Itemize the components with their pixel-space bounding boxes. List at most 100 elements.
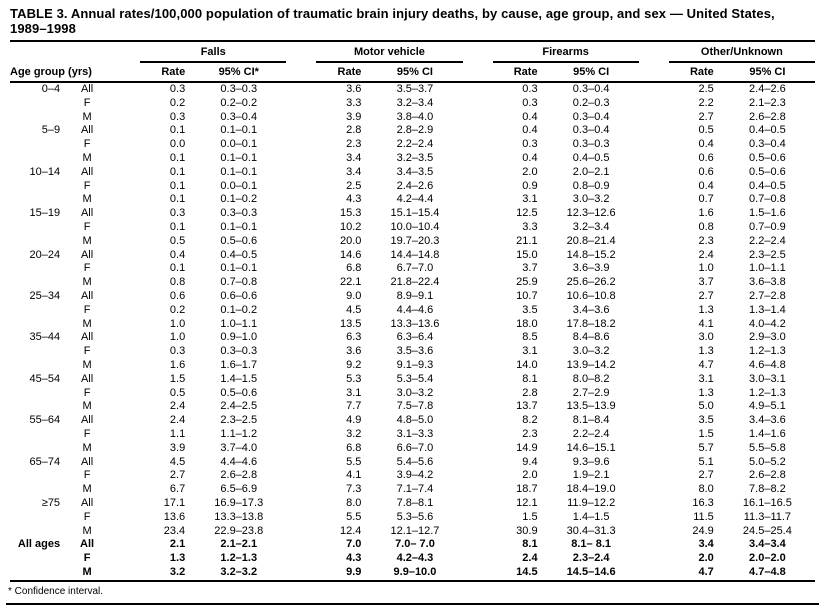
rate-cell: 0.8 bbox=[698, 220, 714, 233]
ci-cell: 1.4–1.5 bbox=[572, 510, 610, 523]
age-group-cell: 55–64 bbox=[29, 414, 61, 427]
rate-cell: 2.4 bbox=[169, 400, 186, 413]
group-gap bbox=[463, 138, 493, 152]
ci-cell: 0.8–0.9 bbox=[572, 179, 610, 192]
rate-cell: 3.1 bbox=[522, 345, 538, 358]
table-row: 45–54 All 1.5 1.4–1.5 5.3 5.3–5.4 8.1 8.0–8.2 3.… bbox=[10, 373, 815, 387]
ci-cell: 2.0–2.0 bbox=[749, 552, 786, 565]
ci-cell: 14.4–14.8 bbox=[390, 248, 440, 261]
ci-cell: 2.7–2.9 bbox=[572, 386, 610, 399]
ci-cell: 14.8–15.2 bbox=[566, 248, 616, 261]
rate-cell: 2.5 bbox=[346, 179, 362, 192]
other-unknown-ci-header: 95% CI bbox=[719, 62, 815, 83]
ci-cell: 5.3–5.4 bbox=[396, 372, 434, 385]
group-gap bbox=[110, 442, 140, 456]
ci-cell: 9.1–9.3 bbox=[396, 358, 434, 371]
group-gap bbox=[463, 111, 493, 125]
rate-cell: 1.3 bbox=[698, 345, 714, 358]
rate-cell: 10.7 bbox=[516, 289, 538, 302]
rate-cell: 15.3 bbox=[339, 207, 362, 220]
group-gap bbox=[639, 138, 669, 152]
ci-cell: 4.2–4.3 bbox=[396, 552, 434, 565]
group-gap bbox=[110, 138, 140, 152]
ci-cell: 5.3–5.6 bbox=[396, 510, 434, 523]
sex-cell: F bbox=[83, 96, 91, 109]
ci-cell: 0.6–0.6 bbox=[220, 289, 258, 302]
rate-cell: 0.0 bbox=[169, 138, 186, 151]
age-group-cell bbox=[10, 276, 64, 290]
age-group-cell: 65–74 bbox=[29, 455, 61, 468]
ci-cell: 4.7–4.8 bbox=[719, 565, 815, 582]
ci-cell: 1.0–1.1 bbox=[220, 317, 258, 330]
falls-ci-header: 95% CI* bbox=[191, 62, 287, 83]
rate-cell: 0.1 bbox=[169, 124, 186, 137]
age-group-column-header: Age group (yrs) bbox=[10, 62, 111, 83]
sex-cell: F bbox=[83, 220, 91, 233]
ci-cell: 5.5–5.8 bbox=[749, 441, 786, 454]
rate-cell: 2.4 bbox=[698, 248, 714, 261]
ci-cell: 0.0–0.1 bbox=[220, 138, 258, 151]
rate-cell: 0.8 bbox=[169, 276, 186, 289]
rate-cell: 16.3 bbox=[692, 496, 714, 509]
rate-cell: 2.0 bbox=[522, 469, 538, 482]
group-gap bbox=[463, 124, 493, 138]
ci-cell: 0.1–0.2 bbox=[220, 193, 258, 206]
ci-cell: 16.9–17.3 bbox=[214, 496, 264, 509]
group-gap bbox=[639, 290, 669, 304]
ci-cell: 0.3–0.3 bbox=[572, 138, 610, 151]
table-row: 5–9 All 0.1 0.1–0.1 2.8 2.8–2.9 0.4 0.3–0.4 0.5 0… bbox=[10, 124, 815, 138]
sex-cell: M bbox=[82, 276, 92, 289]
age-group-cell: 0–4 bbox=[41, 83, 61, 95]
group-gap bbox=[286, 124, 316, 138]
rate-cell: 8.0 bbox=[346, 496, 362, 509]
ci-cell: 1.1–1.2 bbox=[220, 427, 258, 440]
rate-cell: 0.6 bbox=[698, 151, 714, 164]
rate-cell: 1.6 bbox=[698, 207, 714, 220]
age-group-cell: 5–9 bbox=[41, 124, 61, 137]
falls-rate-header: Rate bbox=[140, 62, 192, 83]
age-group-cell bbox=[10, 193, 64, 207]
group-gap bbox=[639, 82, 669, 97]
group-gap bbox=[110, 82, 140, 97]
rate-cell: 9.4 bbox=[522, 455, 538, 468]
ci-cell: 0.3–0.3 bbox=[220, 207, 258, 220]
rate-cell: 5.3 bbox=[346, 372, 362, 385]
ci-cell: 2.4–2.6 bbox=[749, 83, 786, 95]
ci-cell: 7.0– 7.0 bbox=[395, 538, 435, 551]
table-row: F 0.1 0.1–0.1 6.8 6.7–7.0 3.7 3.6–3.9 1.0 1.0–1.… bbox=[10, 262, 815, 276]
group-gap bbox=[639, 538, 669, 552]
age-group-cell: ≥75 bbox=[41, 496, 61, 509]
group-gap bbox=[110, 538, 140, 552]
age-group-cell bbox=[10, 262, 64, 276]
rate-cell: 0.3 bbox=[169, 83, 186, 95]
ci-cell: 0.1–0.1 bbox=[220, 151, 258, 164]
group-gap bbox=[286, 538, 316, 552]
rate-cell: 8.5 bbox=[522, 331, 538, 344]
rate-cell: 3.6 bbox=[346, 83, 362, 95]
ci-cell: 3.2–3.4 bbox=[396, 96, 434, 109]
ci-cell: 6.3–6.4 bbox=[396, 331, 434, 344]
sex-cell: All bbox=[80, 165, 94, 178]
table-row: F 0.3 0.3–0.3 3.6 3.5–3.6 3.1 3.0–3.2 1.3 1.2–1.… bbox=[10, 345, 815, 359]
table-row: F 1.3 1.2–1.3 4.3 4.2–4.3 2.4 2.3–2.4 2.0 2.0–2.… bbox=[10, 552, 815, 566]
group-gap bbox=[639, 193, 669, 207]
rate-cell: 6.3 bbox=[346, 331, 362, 344]
group-gap bbox=[286, 497, 316, 511]
rate-cell: 3.2 bbox=[140, 565, 192, 582]
rate-cell: 3.9 bbox=[346, 110, 362, 123]
group-gap bbox=[286, 525, 316, 539]
group-gap bbox=[463, 221, 493, 235]
rate-cell: 2.1 bbox=[169, 538, 186, 551]
column-group-falls: Falls bbox=[140, 41, 287, 63]
rate-cell: 1.0 bbox=[169, 331, 186, 344]
ci-cell: 1.3–1.4 bbox=[749, 303, 786, 316]
group-gap bbox=[639, 221, 669, 235]
ci-cell: 0.3–0.4 bbox=[572, 124, 610, 137]
rate-cell: 3.6 bbox=[346, 345, 362, 358]
ci-cell: 9.9–10.0 bbox=[367, 565, 463, 582]
ci-cell: 6.7–7.0 bbox=[396, 262, 434, 275]
group-gap bbox=[639, 373, 669, 387]
group-gap bbox=[110, 387, 140, 401]
group-gap bbox=[110, 97, 140, 111]
group-gap bbox=[286, 235, 316, 249]
